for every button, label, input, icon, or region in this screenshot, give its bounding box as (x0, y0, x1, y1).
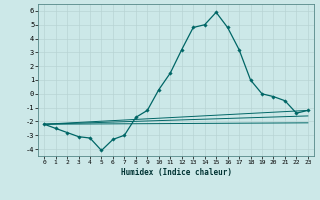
X-axis label: Humidex (Indice chaleur): Humidex (Indice chaleur) (121, 168, 231, 177)
